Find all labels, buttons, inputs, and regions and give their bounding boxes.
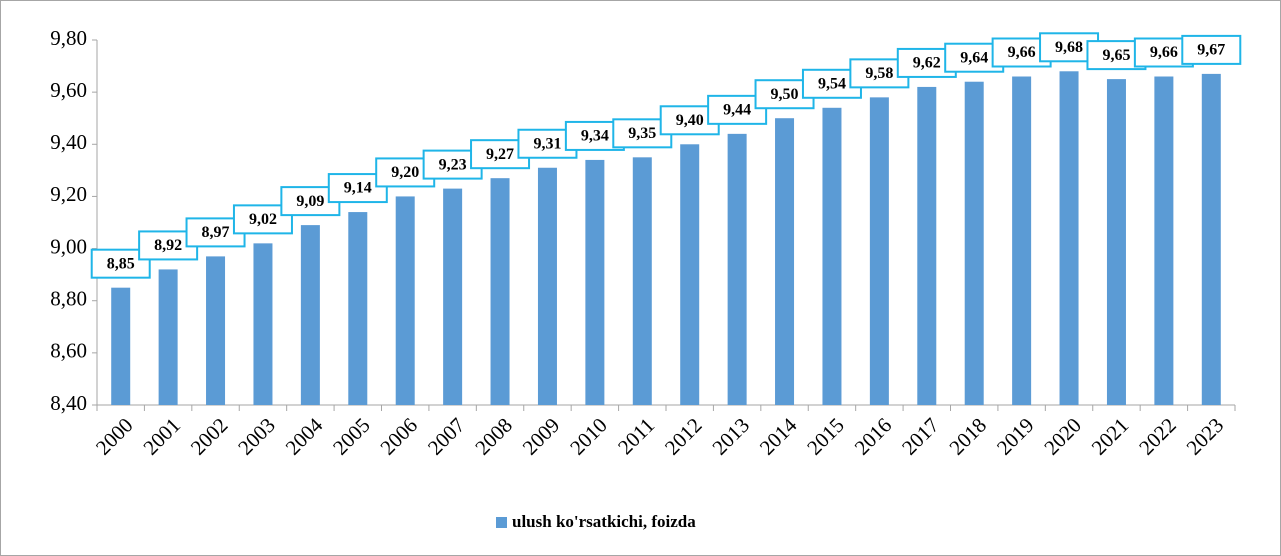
value-label: 9,66 xyxy=(1150,44,1178,61)
bar xyxy=(775,118,795,405)
y-tick-label: 8,40 xyxy=(50,391,87,415)
bar xyxy=(395,196,415,405)
bar xyxy=(348,212,368,405)
bar xyxy=(680,144,700,406)
value-label: 8,97 xyxy=(202,224,230,241)
bar xyxy=(1154,76,1174,405)
bar xyxy=(443,188,463,405)
bar xyxy=(632,157,652,405)
y-tick-label: 9,00 xyxy=(50,234,87,258)
value-label-box xyxy=(90,248,151,279)
bar xyxy=(490,178,510,405)
value-label: 8,92 xyxy=(154,237,182,254)
value-label: 9,14 xyxy=(344,180,372,197)
value-label: 9,40 xyxy=(676,112,704,129)
value-label: 9,35 xyxy=(628,125,656,142)
y-tick-label: 8,80 xyxy=(50,287,87,311)
value-label: 9,54 xyxy=(818,75,846,92)
bar xyxy=(537,167,557,405)
bar xyxy=(585,159,605,405)
y-tick-label: 9,80 xyxy=(50,26,87,50)
value-label: 9,09 xyxy=(296,193,324,210)
bar xyxy=(1201,73,1221,406)
bar xyxy=(1106,79,1126,405)
value-label: 9,62 xyxy=(913,55,941,72)
value-label: 9,34 xyxy=(581,128,609,145)
y-tick-label: 8,60 xyxy=(50,339,87,363)
legend-label: ulush ko'rsatkichi, foizda xyxy=(512,512,696,531)
value-label: 9,27 xyxy=(486,146,514,163)
value-label-box xyxy=(1181,34,1242,65)
y-tick-label: 9,40 xyxy=(50,130,87,154)
bar xyxy=(111,287,131,405)
bar xyxy=(917,86,937,405)
value-label: 9,58 xyxy=(865,65,893,82)
value-label: 9,02 xyxy=(249,211,277,228)
value-label: 9,23 xyxy=(439,156,467,173)
bar xyxy=(158,269,178,405)
value-label: 9,65 xyxy=(1102,47,1130,64)
bar xyxy=(822,107,842,406)
bar xyxy=(964,81,984,405)
value-label: 9,44 xyxy=(723,102,751,119)
y-tick-label: 9,20 xyxy=(50,182,87,206)
value-label: 9,68 xyxy=(1055,39,1083,56)
bar xyxy=(300,225,320,405)
bar xyxy=(869,97,889,405)
value-label: 9,64 xyxy=(960,49,988,66)
bar xyxy=(253,243,273,405)
y-tick-label: 9,60 xyxy=(50,78,87,102)
legend-swatch xyxy=(496,517,507,528)
value-label: 8,85 xyxy=(107,255,135,272)
bar xyxy=(727,133,747,405)
value-label: 9,67 xyxy=(1197,42,1225,59)
bar xyxy=(1059,71,1079,406)
value-label: 9,66 xyxy=(1008,44,1036,61)
bar xyxy=(206,256,226,405)
value-label: 9,31 xyxy=(533,135,561,152)
value-label: 9,20 xyxy=(391,164,419,181)
value-label: 9,50 xyxy=(771,86,799,103)
bar xyxy=(1012,76,1032,405)
